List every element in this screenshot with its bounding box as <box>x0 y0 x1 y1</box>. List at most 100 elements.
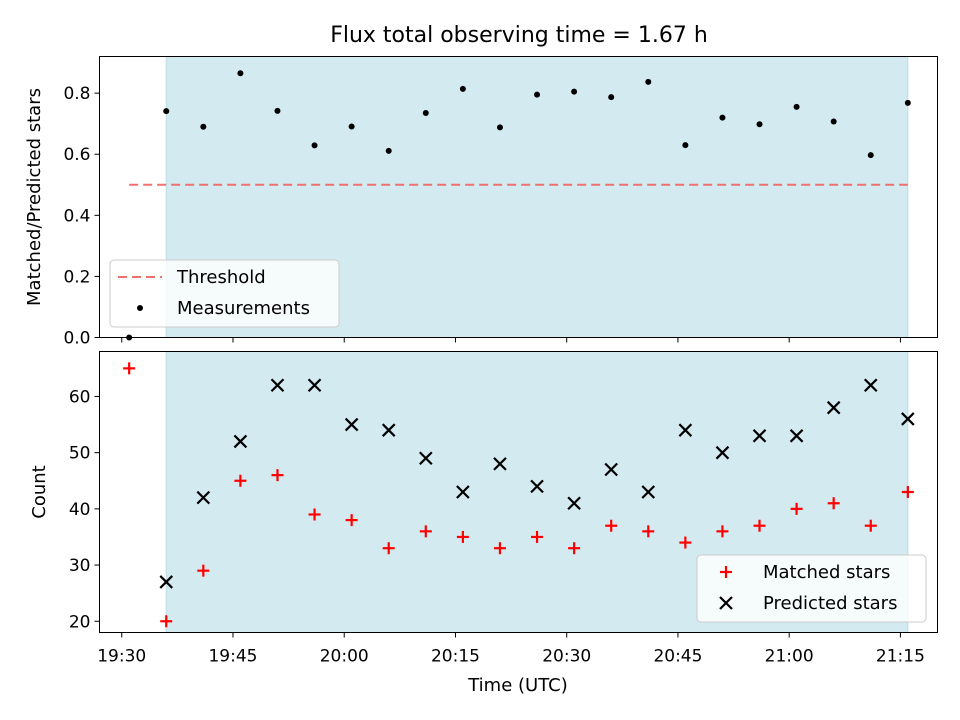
y-tick-label: 0.0 <box>63 329 90 349</box>
predicted-point <box>789 429 804 443</box>
predicted-legend-label: Predicted stars <box>763 593 897 614</box>
y-tick-label: 0.6 <box>63 145 90 165</box>
predicted-point <box>381 423 396 437</box>
matched-point <box>123 362 136 375</box>
predicted-point <box>715 445 730 460</box>
matched-point <box>568 542 581 555</box>
ratio-point <box>534 91 541 98</box>
matched-point <box>716 525 729 538</box>
threshold-legend-label: Threshold <box>176 267 266 288</box>
ratio-point <box>459 85 466 92</box>
predicted-point <box>901 412 915 426</box>
matched-point <box>790 502 803 515</box>
ratio-point <box>608 94 615 101</box>
matched-point <box>382 542 395 555</box>
predicted-point <box>307 378 322 392</box>
matched-point <box>271 469 284 482</box>
ratio-point <box>571 88 578 95</box>
matched-point <box>679 536 692 549</box>
count-points <box>123 362 915 628</box>
x-tick-label: 20:45 <box>653 647 702 667</box>
predicted-point <box>493 457 507 471</box>
predicted-point <box>678 423 693 437</box>
x-tick-label: 20:30 <box>542 647 591 667</box>
y-tick-label: 0.2 <box>63 267 90 287</box>
predicted-point <box>826 400 841 415</box>
predicted-point <box>159 575 174 589</box>
ratio-point <box>274 107 281 114</box>
top-legend: Threshold Measurements <box>109 259 340 328</box>
ratio-point <box>237 70 244 77</box>
ratio-point <box>719 114 726 121</box>
top-axes-frame <box>99 56 938 338</box>
y-tick-label: 0.4 <box>63 206 90 226</box>
y-tick-label: 0.8 <box>63 84 90 104</box>
ratio-point <box>200 123 207 130</box>
matched-point <box>345 514 358 527</box>
x-tick-label: 21:15 <box>876 647 925 667</box>
x-tick-label: 19:30 <box>97 647 146 667</box>
predicted-point <box>419 451 433 466</box>
ratio-point <box>793 103 800 110</box>
bottom-legend: Matched stars Predicted stars <box>696 554 927 623</box>
predicted-point <box>604 462 618 477</box>
y-tick-label: 20 <box>69 612 91 632</box>
ratio-point <box>645 78 652 85</box>
y-tick-label: 30 <box>69 556 91 576</box>
bottom-legend-box <box>696 554 927 623</box>
matched-point <box>308 508 321 521</box>
bottom-axes-frame <box>99 351 938 633</box>
matched-point <box>419 525 432 538</box>
top-y-axis: 0.0 0.2 0.4 0.6 0.8 <box>63 84 100 349</box>
ratio-point <box>867 152 874 159</box>
matched-point <box>753 519 766 532</box>
bottom-y-axis: 20 30 40 50 60 <box>69 387 100 632</box>
matched-legend-label: Matched stars <box>763 562 890 583</box>
ratio-point <box>163 108 170 115</box>
matched-point <box>605 519 618 532</box>
matched-point <box>493 542 506 555</box>
matched-point <box>864 519 877 532</box>
matched-point <box>901 486 914 498</box>
matched-point <box>827 497 840 510</box>
matched-point <box>456 530 469 543</box>
measurements-legend-swatch <box>137 305 143 311</box>
predicted-point <box>270 378 285 392</box>
predicted-point <box>344 417 359 432</box>
x-tick-label: 20:00 <box>320 647 369 667</box>
predicted-point <box>641 485 656 499</box>
bottom-y-axis-label: Count <box>29 465 50 518</box>
predicted-point <box>456 485 470 499</box>
matched-point <box>642 525 655 538</box>
ratio-point <box>422 110 429 117</box>
y-tick-label: 60 <box>69 387 91 407</box>
top-panel: 0.00.20.40.60.8 Matched/Predicted stars … <box>24 56 938 349</box>
predicted-point <box>196 490 211 505</box>
ratio-point <box>348 123 355 130</box>
x-axis-label: Time (UTC) <box>467 675 568 696</box>
top-legend-box <box>109 259 340 328</box>
ratio-point <box>496 124 503 131</box>
ratio-point <box>311 142 318 149</box>
predicted-point <box>233 434 248 449</box>
ratio-point <box>756 121 763 128</box>
predicted-point <box>567 496 581 511</box>
chart-title: Flux total observing time = 1.67 h <box>330 23 708 48</box>
ratio-point <box>830 118 837 125</box>
matched-point <box>160 615 173 628</box>
predicted-legend-swatch <box>719 596 733 610</box>
x-tick-label: 19:45 <box>208 647 257 667</box>
bottom-x-axis: 19:30 19:45 20:00 20:15 20:30 20:45 21:00 21:15 <box>97 632 925 667</box>
x-tick-label: 21:00 <box>765 647 814 667</box>
matched-point <box>197 564 210 577</box>
ratio-point <box>385 147 392 154</box>
matched-legend-swatch <box>720 566 732 578</box>
y-tick-label: 40 <box>69 500 91 520</box>
predicted-point <box>863 378 878 392</box>
measurements-legend-label: Measurements <box>177 298 310 319</box>
y-tick-label: 50 <box>69 444 91 464</box>
predicted-point <box>752 429 767 443</box>
bottom-panel: 20 30 40 50 60 19:30 19:45 20:00 20:15 20:30 20:4… <box>29 351 938 696</box>
x-tick-label: 20:15 <box>431 647 480 667</box>
